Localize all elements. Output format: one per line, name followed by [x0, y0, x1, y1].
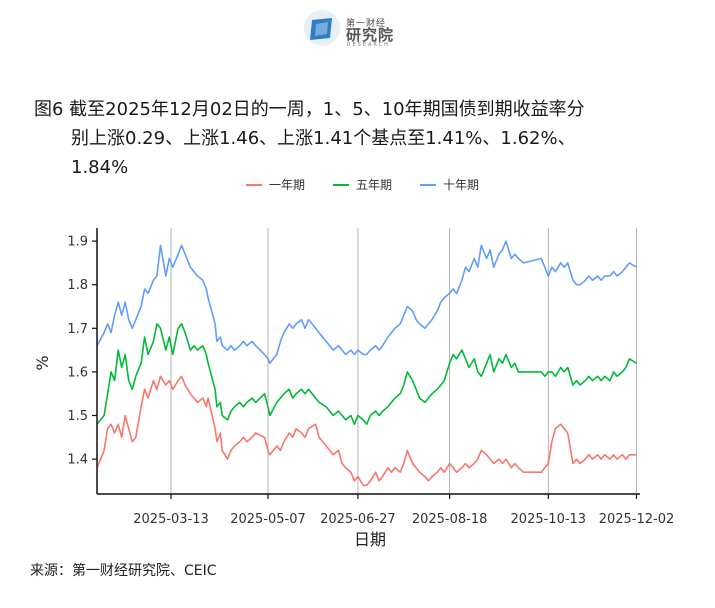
series-lines: [96, 240, 637, 487]
yield-line-chart: 1.4 1.5 1.6 1.7 1.8 1.9 2025-03-13 2025-05-07 20…: [33, 228, 674, 549]
legend-label-2: 十年期: [443, 178, 480, 192]
tick-labels: 1.4 1.5 1.6 1.7 1.8 1.9 2025-03-13 2025-05-07 20…: [67, 235, 674, 527]
axes: [92, 228, 640, 499]
legend-swatch-2: [420, 183, 437, 186]
legend-item-1: 五年期: [333, 176, 392, 193]
y-tick-label-1: 1.5: [67, 409, 88, 424]
x-tick-label-0: 2025-03-13: [133, 512, 209, 527]
source-note: 来源：第一财经研究院、CEIC: [30, 563, 217, 579]
legend-label-0: 一年期: [269, 178, 306, 192]
series-line-2: [96, 240, 637, 365]
series-line-1: [96, 323, 637, 426]
legend-item-0: 一年期: [246, 176, 305, 193]
y-tick-label-5: 1.9: [67, 235, 88, 250]
legend-label-1: 五年期: [356, 178, 393, 192]
logo-emblem-icon: [304, 10, 340, 46]
logo-text: 研究院: [346, 26, 395, 44]
y-tick-label-3: 1.7: [67, 322, 88, 337]
title-line-3: 1.84%: [71, 157, 129, 178]
x-tick-label-2: 2025-06-27: [320, 512, 396, 527]
x-tick-label-5: 2025-12-02: [599, 512, 675, 527]
legend-swatch-1: [333, 183, 350, 186]
x-tick-label-4: 2025-10-13: [511, 512, 587, 527]
brand-logo: 第一财经 研究院 RESEARCH: [302, 8, 398, 48]
title-line-1: 图6 截至2025年12月02日的一周，1、5、10年期国债到期收益率分: [34, 99, 585, 120]
chart-legend: 一年期 五年期 十年期: [246, 176, 479, 193]
legend-item-2: 十年期: [420, 176, 479, 193]
title-line-2: 别上涨0.29、上涨1.46、上涨1.41个基点至1.41%、1.62%、: [71, 128, 576, 149]
figure-title: 图6 截至2025年12月02日的一周，1、5、10年期国债到期收益率分 别上涨…: [34, 95, 684, 182]
x-axis-title: 日期: [354, 530, 386, 549]
vertical-grid: [170, 228, 637, 494]
logo-subtext: RESEARCH: [347, 42, 390, 48]
x-tick-label-1: 2025-05-07: [230, 512, 306, 527]
x-tick-label-3: 2025-08-18: [412, 512, 488, 527]
series-line-0: [96, 375, 637, 487]
logo-text-small: 第一财经: [346, 19, 387, 29]
y-axis-title: %: [33, 355, 52, 370]
y-tick-label-0: 1.4: [67, 453, 88, 468]
y-tick-label-4: 1.8: [67, 278, 88, 293]
y-tick-label-2: 1.6: [67, 365, 88, 380]
legend-swatch-0: [246, 183, 262, 186]
